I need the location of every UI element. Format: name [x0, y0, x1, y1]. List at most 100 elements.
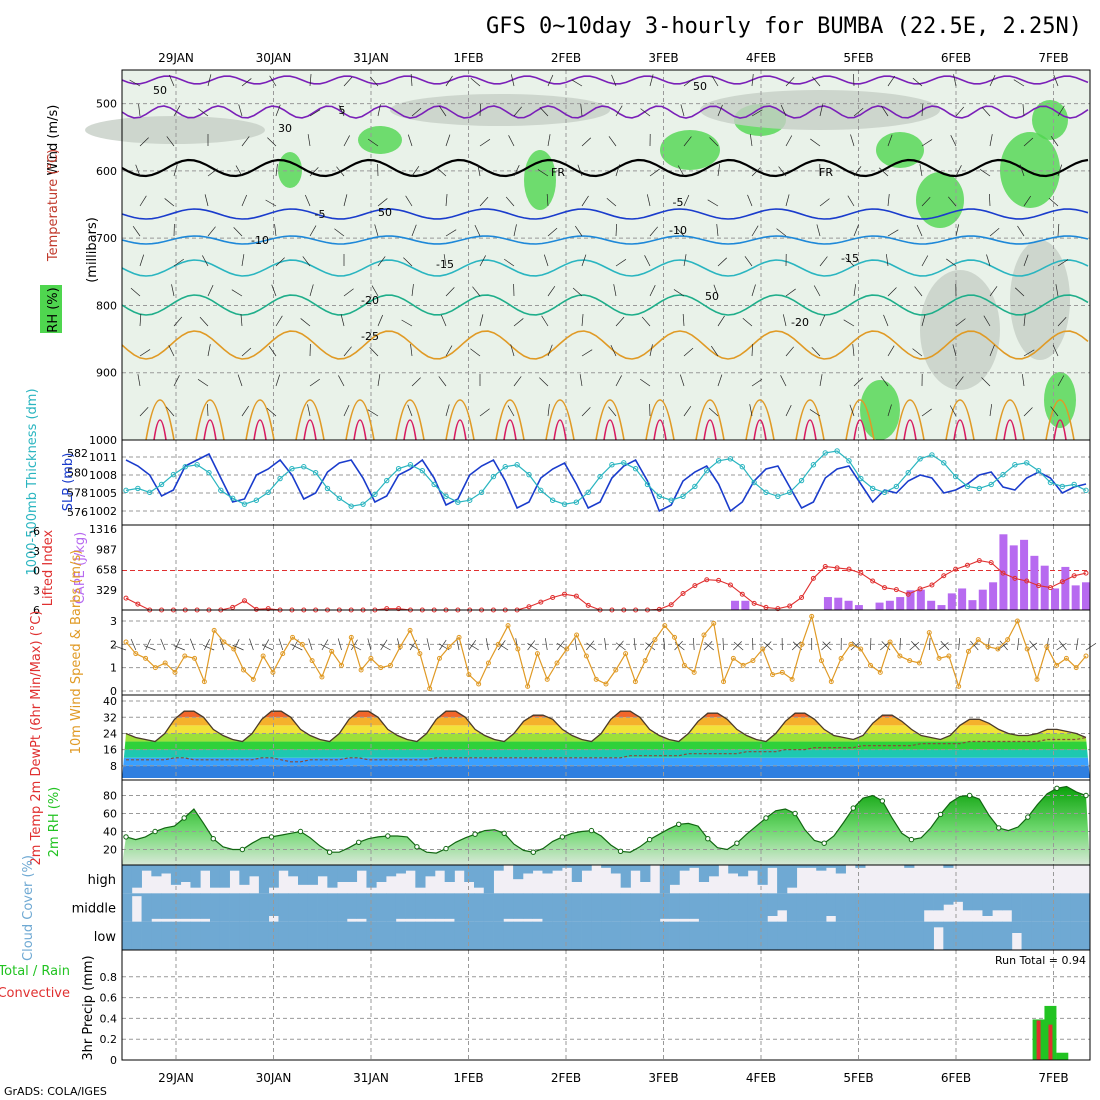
wind-barb	[204, 194, 209, 207]
cloud-bar-low	[542, 921, 553, 950]
thickness-point	[336, 495, 343, 501]
li-tick: -6	[29, 525, 40, 538]
wind-barb-10m	[173, 645, 185, 651]
wind-barb	[885, 254, 889, 267]
wind-barb-10m	[202, 644, 215, 651]
wind-point	[456, 634, 462, 640]
cloud-bar-middle	[170, 893, 182, 919]
wind-point	[485, 660, 491, 666]
date-label-top: 1FEB	[453, 51, 483, 65]
moist-region	[1032, 100, 1068, 140]
wind-point	[505, 623, 511, 629]
wind-barb	[1014, 287, 1025, 297]
wind-barb-10m	[633, 638, 636, 651]
cloud-bar-middle	[757, 893, 768, 922]
cloud-bar-high	[738, 865, 749, 877]
thickness-point	[265, 489, 271, 496]
cloud-bar-high	[620, 865, 631, 888]
thickness-point	[739, 464, 745, 470]
cape-bar	[916, 589, 925, 610]
wind-barb-10m	[321, 639, 329, 651]
thickness-point	[170, 471, 177, 478]
li-point	[799, 594, 805, 600]
rh-point	[152, 828, 158, 835]
wind-point	[711, 620, 717, 626]
cloud-bar-high	[601, 865, 612, 868]
wind-barb-10m	[722, 637, 724, 651]
wind-barb	[948, 196, 957, 207]
temp-band	[122, 725, 1090, 734]
cloud-bar-high	[493, 865, 504, 871]
cape-tick: 1316	[89, 523, 117, 536]
cloud-bar-low	[738, 921, 749, 950]
li-point	[929, 582, 935, 588]
cloud-bar-middle	[376, 893, 387, 922]
wind-barb	[744, 256, 753, 267]
temp-line	[125, 710, 1087, 743]
contour-warm	[345, 399, 375, 441]
wind-barb	[309, 167, 319, 177]
wind-point	[1034, 676, 1040, 682]
wind-barb	[853, 224, 859, 237]
cape-tick: 329	[96, 584, 117, 597]
wind-barb	[438, 376, 447, 387]
thickness-point	[218, 487, 224, 494]
wind-point	[819, 658, 825, 664]
wind-barb	[749, 134, 753, 147]
thickness-point	[407, 462, 414, 468]
wind-barb-10m	[367, 638, 372, 651]
cloud-bar-middle	[405, 893, 416, 919]
wind-point	[143, 655, 149, 661]
pressure-tick: 800	[96, 299, 117, 312]
wind-point	[495, 641, 501, 647]
cloud-bar-high	[816, 865, 827, 871]
cloud-bar-low	[884, 921, 895, 950]
cloud-bar-low	[679, 921, 690, 950]
wind-barb	[505, 196, 515, 207]
wind-barb	[343, 346, 352, 357]
wind-barb	[240, 314, 243, 327]
cloud-bar-high	[376, 865, 387, 882]
thickness-point	[301, 464, 307, 470]
wind-barb	[367, 138, 379, 147]
wind-point	[221, 639, 227, 645]
wind-barb	[785, 288, 796, 297]
wind-point	[339, 662, 345, 668]
rh-point	[326, 849, 333, 855]
cloud-bar-middle	[669, 893, 680, 919]
li-point	[230, 604, 236, 610]
cloud-bar-middle	[806, 893, 817, 922]
wind-barb	[139, 406, 149, 417]
wind-barb-10m	[497, 643, 509, 651]
wind-barb	[819, 198, 830, 207]
wind-barb	[921, 314, 926, 327]
li-point	[941, 573, 947, 579]
cloud-bar-middle	[141, 893, 152, 922]
wind-barb	[717, 315, 725, 327]
cloud-bar-low	[923, 921, 934, 950]
cloud-bar-high	[571, 865, 582, 882]
cloud-bar-high	[522, 865, 534, 874]
wind-tick: 1	[110, 662, 117, 675]
cloud-bar-low	[122, 921, 133, 950]
wind-barb	[579, 374, 583, 387]
cloud-bar-middle	[317, 893, 328, 922]
li-point	[526, 604, 532, 610]
wind-barb	[680, 104, 685, 117]
cloud-bar-high	[698, 865, 710, 882]
wind-barb-10m	[733, 641, 744, 651]
wind-barb	[853, 73, 855, 87]
cloud-bar-middle	[571, 893, 582, 922]
wind-barb	[683, 347, 694, 357]
contour-warm	[195, 399, 225, 441]
thickness-slp-frame	[121, 439, 1091, 526]
wind-barb	[547, 285, 556, 297]
panels: 50060070080090010005-5-10-15-20-25-5-10-…	[0, 69, 1097, 1067]
precip-tick: 0	[110, 1054, 117, 1067]
precip-total-bar	[1056, 1052, 1069, 1060]
thickness-point	[775, 493, 781, 499]
wind-point	[877, 669, 883, 675]
wind-point	[378, 665, 384, 671]
wind-barb	[675, 226, 685, 237]
cloud-bar-low	[298, 921, 309, 950]
